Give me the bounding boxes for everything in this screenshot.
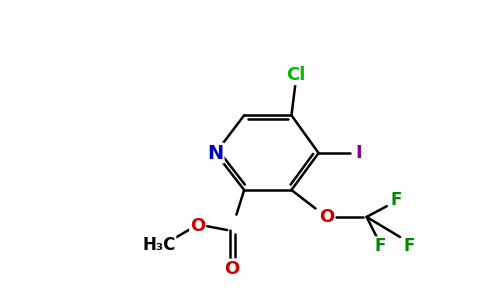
Text: O: O — [224, 260, 240, 278]
Text: F: F — [375, 237, 386, 255]
Text: N: N — [207, 143, 224, 163]
Text: I: I — [356, 144, 362, 162]
Text: O: O — [190, 217, 205, 235]
Text: Cl: Cl — [286, 66, 305, 84]
Text: F: F — [404, 237, 415, 255]
Text: H₃C: H₃C — [142, 236, 176, 254]
Text: O: O — [318, 208, 334, 226]
Text: F: F — [391, 191, 402, 209]
